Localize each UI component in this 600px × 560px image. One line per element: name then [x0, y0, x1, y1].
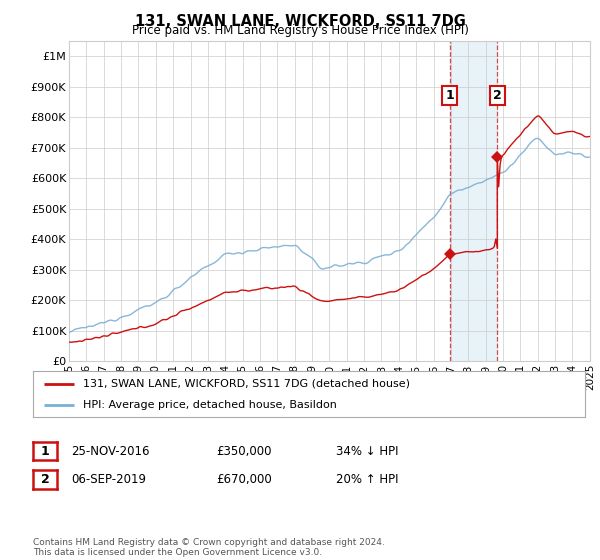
Text: Price paid vs. HM Land Registry's House Price Index (HPI): Price paid vs. HM Land Registry's House … [131, 24, 469, 37]
Text: HPI: Average price, detached house, Basildon: HPI: Average price, detached house, Basi… [83, 400, 337, 410]
Text: 34% ↓ HPI: 34% ↓ HPI [336, 445, 398, 458]
Text: 1: 1 [445, 89, 454, 102]
Text: £350,000: £350,000 [216, 445, 271, 458]
Text: 2: 2 [41, 473, 49, 486]
Text: Contains HM Land Registry data © Crown copyright and database right 2024.
This d: Contains HM Land Registry data © Crown c… [33, 538, 385, 557]
Text: 20% ↑ HPI: 20% ↑ HPI [336, 473, 398, 487]
Text: 06-SEP-2019: 06-SEP-2019 [71, 473, 146, 487]
Text: 131, SWAN LANE, WICKFORD, SS11 7DG (detached house): 131, SWAN LANE, WICKFORD, SS11 7DG (deta… [83, 379, 410, 389]
Text: 2: 2 [493, 89, 502, 102]
Bar [449, 41, 497, 361]
Text: 131, SWAN LANE, WICKFORD, SS11 7DG: 131, SWAN LANE, WICKFORD, SS11 7DG [134, 14, 466, 29]
Text: 1: 1 [41, 445, 49, 458]
Text: 25-NOV-2016: 25-NOV-2016 [71, 445, 149, 458]
Text: £670,000: £670,000 [216, 473, 272, 487]
